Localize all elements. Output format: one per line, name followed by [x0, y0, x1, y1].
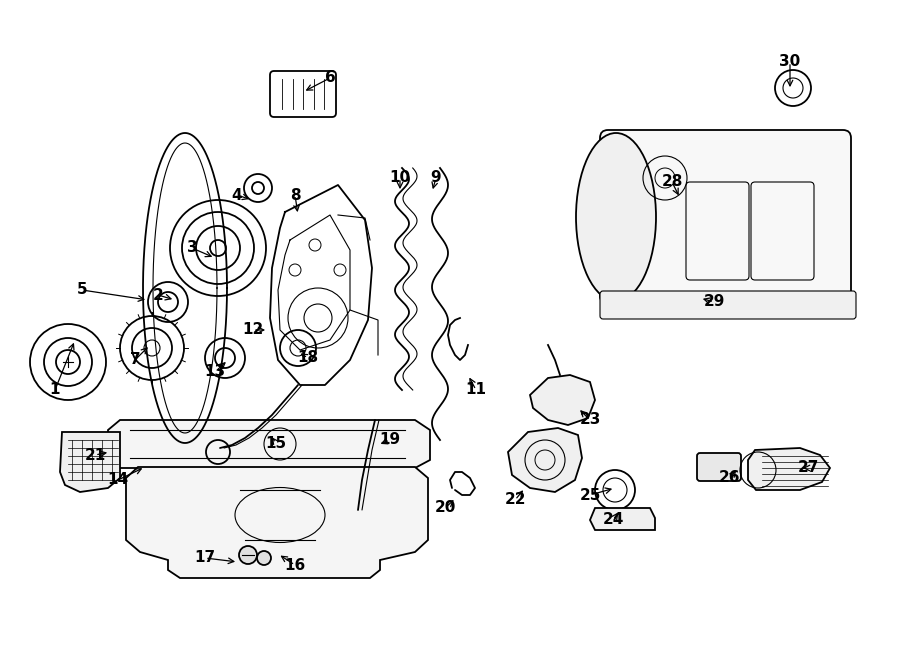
Text: 17: 17 [194, 551, 216, 566]
Text: 15: 15 [266, 436, 286, 451]
Text: 4: 4 [231, 188, 242, 202]
FancyBboxPatch shape [697, 453, 741, 481]
Text: 1: 1 [50, 383, 60, 397]
Text: 9: 9 [431, 171, 441, 186]
Circle shape [257, 551, 271, 565]
Text: 8: 8 [290, 188, 301, 202]
Text: 25: 25 [580, 488, 600, 502]
Text: 21: 21 [85, 447, 105, 463]
Polygon shape [748, 448, 830, 490]
Text: 12: 12 [242, 323, 264, 338]
Polygon shape [126, 467, 428, 578]
Circle shape [239, 546, 257, 564]
Text: 11: 11 [465, 383, 487, 397]
Text: 27: 27 [797, 461, 819, 475]
Text: 28: 28 [662, 175, 683, 190]
Text: 30: 30 [779, 54, 801, 69]
Polygon shape [108, 420, 430, 468]
Text: 29: 29 [703, 295, 724, 309]
Text: 23: 23 [580, 412, 600, 428]
Text: 10: 10 [390, 171, 410, 186]
Text: 26: 26 [719, 471, 741, 485]
Text: 18: 18 [297, 350, 319, 366]
Text: 19: 19 [380, 432, 400, 447]
Text: 6: 6 [325, 71, 336, 85]
Text: 13: 13 [204, 364, 226, 379]
Text: 5: 5 [76, 282, 87, 297]
Text: 24: 24 [602, 512, 624, 527]
Polygon shape [590, 508, 655, 530]
FancyBboxPatch shape [600, 130, 851, 304]
Text: 16: 16 [284, 557, 306, 572]
Ellipse shape [576, 133, 656, 301]
Polygon shape [530, 375, 595, 425]
Text: 3: 3 [186, 241, 197, 256]
Text: 7: 7 [130, 352, 140, 368]
Text: 14: 14 [107, 473, 129, 488]
Polygon shape [508, 428, 582, 492]
Text: 22: 22 [504, 492, 526, 508]
Text: 20: 20 [435, 500, 455, 516]
FancyBboxPatch shape [600, 291, 856, 319]
Polygon shape [60, 432, 120, 492]
Text: 2: 2 [153, 288, 164, 303]
